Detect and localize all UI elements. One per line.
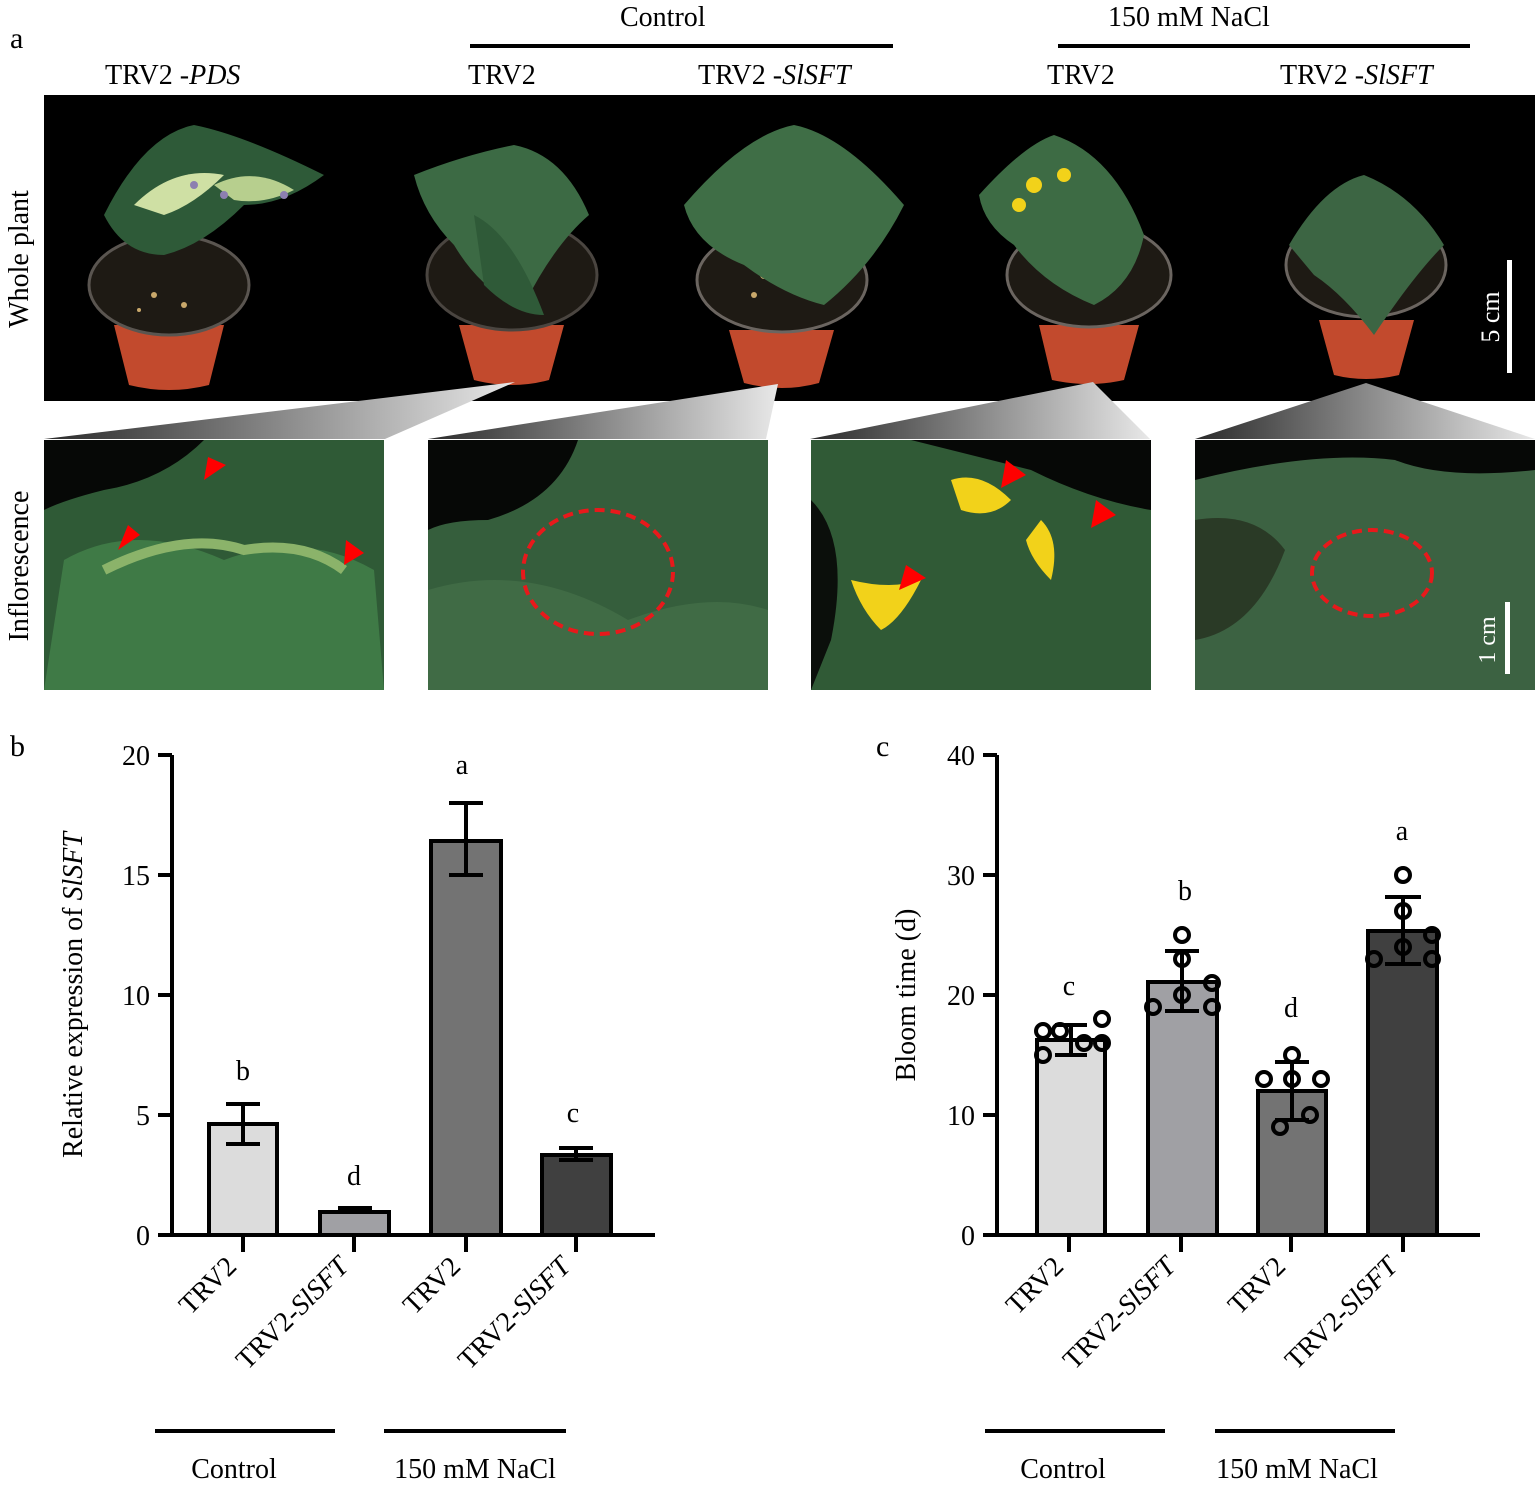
chart-c-group-label-control: Control bbox=[1020, 1454, 1106, 1485]
chart-b: 20 15 10 5 0 Relative expression of SlSF… bbox=[58, 741, 655, 1485]
svg-text:TRV2-SlSFT: TRV2-SlSFT bbox=[1279, 1249, 1406, 1376]
column-label-trv2-pds: TRV2 -PDS bbox=[105, 60, 241, 91]
zoom-connector-3 bbox=[810, 382, 1150, 439]
chart-c-ylabel: Bloom time (d) bbox=[891, 909, 922, 1082]
dashed-circle-icon bbox=[1310, 528, 1434, 618]
row-label-inflorescence: Inflorescence bbox=[4, 490, 35, 642]
chart-b-group-label-nacl: 150 mM NaCl bbox=[394, 1454, 556, 1485]
svg-text:TRV2-SlSFT: TRV2-SlSFT bbox=[230, 1249, 357, 1376]
svg-text:c: c bbox=[1063, 971, 1075, 1002]
zoom-connectors bbox=[44, 382, 1535, 439]
plant-control-trv2-slsft bbox=[684, 125, 904, 388]
scale-bar-1cm-label: 1 cm bbox=[1475, 616, 1501, 664]
row-label-whole-plant: Whole plant bbox=[4, 190, 35, 328]
svg-text:40: 40 bbox=[947, 741, 975, 772]
chart-c-group-rule-nacl bbox=[1215, 1429, 1395, 1433]
chart-b-yticks: 20 15 10 5 0 bbox=[122, 741, 172, 1252]
plant-trv2-pds bbox=[87, 125, 324, 390]
chart-c: 40 30 20 10 0 Bloom time (d) c b bbox=[891, 741, 1480, 1485]
column-label-nacl-trv2: TRV2 bbox=[1047, 60, 1115, 91]
chart-c-bar-4: a bbox=[1365, 816, 1441, 1237]
chart-b-group-label-control: Control bbox=[191, 1454, 277, 1485]
dashed-circle-icon bbox=[521, 508, 675, 636]
chart-b-xticks bbox=[241, 1235, 578, 1252]
inflorescence-photo-nacl-trv2 bbox=[811, 440, 1151, 690]
chart-b-bar-1: b bbox=[207, 1056, 279, 1237]
panel-b-letter: b bbox=[10, 730, 25, 763]
plant-nacl-trv2-slsft bbox=[1284, 175, 1448, 379]
svg-text:TRV2: TRV2 bbox=[173, 1251, 243, 1321]
chart-b-bar-3: a bbox=[429, 750, 503, 1237]
chart-c-yticks: 40 30 20 10 0 bbox=[947, 741, 997, 1252]
zoom-connector-2 bbox=[428, 384, 778, 439]
whole-plant-photos: 5 cm bbox=[87, 125, 1512, 390]
arrowhead-icon bbox=[1001, 460, 1026, 488]
svg-text:30: 30 bbox=[947, 861, 975, 892]
svg-text:0: 0 bbox=[961, 1221, 975, 1252]
plant-nacl-trv2 bbox=[979, 135, 1173, 384]
scale-bar-1cm bbox=[1505, 602, 1510, 674]
chart-c-group-label-nacl: 150 mM NaCl bbox=[1216, 1454, 1378, 1485]
svg-text:a: a bbox=[456, 750, 469, 781]
svg-text:10: 10 bbox=[122, 981, 150, 1012]
svg-text:TRV2: TRV2 bbox=[1222, 1251, 1292, 1321]
scale-bar-5cm-label: 5 cm bbox=[1476, 291, 1505, 342]
svg-text:b: b bbox=[1178, 876, 1192, 907]
svg-text:5: 5 bbox=[136, 1101, 150, 1132]
group-header-control: Control bbox=[620, 2, 706, 33]
arrowhead-icon bbox=[344, 540, 364, 565]
chart-c-xticks bbox=[1067, 1235, 1405, 1252]
column-label-control-trv2: TRV2 bbox=[468, 60, 536, 91]
plant-control-trv2 bbox=[414, 145, 599, 385]
arrowhead-icon bbox=[118, 525, 140, 550]
group-header-nacl: 150 mM NaCl bbox=[1108, 2, 1270, 33]
group-rule-control bbox=[470, 44, 893, 48]
svg-text:b: b bbox=[236, 1056, 250, 1087]
svg-text:TRV2-SlSFT: TRV2-SlSFT bbox=[452, 1249, 579, 1376]
column-label-nacl-trv2-slsft: TRV2 -SlSFT bbox=[1280, 60, 1433, 91]
svg-text:TRV2: TRV2 bbox=[1000, 1251, 1070, 1321]
svg-text:20: 20 bbox=[947, 981, 975, 1012]
svg-text:c: c bbox=[567, 1098, 579, 1129]
chart-c-bar-3: d bbox=[1255, 993, 1330, 1237]
inflorescence-photo-nacl-trv2-slsft: 1 cm bbox=[1195, 440, 1535, 690]
whole-plant-photo-strip: 5 cm bbox=[44, 95, 1535, 401]
svg-text:15: 15 bbox=[122, 861, 150, 892]
inflorescence-photo-control-trv2-slsft bbox=[428, 440, 768, 690]
arrowhead-icon bbox=[1091, 500, 1116, 528]
arrowhead-icon bbox=[899, 565, 926, 590]
inflorescence-photo-control-trv2 bbox=[44, 440, 384, 690]
arrowhead-icon bbox=[204, 457, 226, 480]
panel-a-letter: a bbox=[10, 22, 24, 55]
chart-b-ylabel: Relative expression of SlSFT bbox=[58, 830, 89, 1158]
chart-b-xlabels: TRV2 TRV2-SlSFT TRV2 TRV2-SlSFT bbox=[173, 1249, 579, 1376]
svg-text:d: d bbox=[1284, 993, 1298, 1024]
svg-text:0: 0 bbox=[136, 1221, 150, 1252]
zoom-connector-1 bbox=[44, 382, 515, 439]
zoom-connector-4 bbox=[1195, 383, 1535, 439]
svg-text:d: d bbox=[347, 1161, 361, 1192]
group-rule-nacl bbox=[1058, 44, 1470, 48]
panel-c-letter: c bbox=[876, 730, 890, 763]
chart-b-bar-4: c bbox=[540, 1098, 613, 1237]
chart-c-xlabels: TRV2 TRV2-SlSFT TRV2 TRV2-SlSFT bbox=[1000, 1249, 1406, 1376]
chart-c-bar-1: c bbox=[1034, 971, 1111, 1237]
svg-text:10: 10 bbox=[947, 1101, 975, 1132]
svg-text:20: 20 bbox=[122, 741, 150, 772]
scale-bar-5cm bbox=[1507, 260, 1512, 373]
chart-c-bar-2: b bbox=[1144, 876, 1221, 1237]
svg-text:a: a bbox=[1396, 816, 1409, 847]
chart-b-group-rule-nacl bbox=[384, 1429, 566, 1433]
column-label-control-trv2-slsft: TRV2 -SlSFT bbox=[698, 60, 851, 91]
chart-b-bar-2: d bbox=[318, 1161, 391, 1237]
chart-c-group-rule-control bbox=[985, 1429, 1165, 1433]
svg-text:TRV2: TRV2 bbox=[397, 1251, 467, 1321]
chart-b-group-rule-control bbox=[155, 1429, 335, 1433]
svg-text:TRV2-SlSFT: TRV2-SlSFT bbox=[1057, 1249, 1184, 1376]
